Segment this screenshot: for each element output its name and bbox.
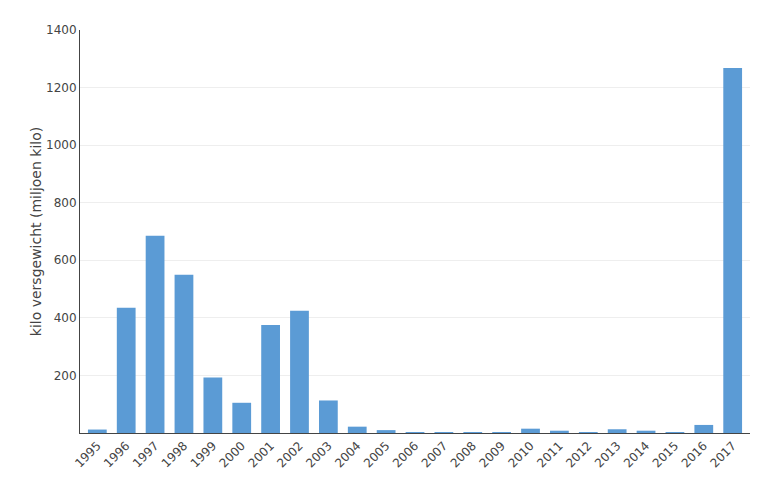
svg-text:400: 400: [54, 311, 77, 325]
svg-text:1996: 1996: [101, 439, 132, 470]
svg-text:1999: 1999: [188, 439, 219, 470]
svg-text:2012: 2012: [563, 439, 594, 470]
svg-text:1400: 1400: [46, 23, 77, 37]
svg-text:1000: 1000: [46, 138, 77, 152]
svg-text:600: 600: [54, 253, 77, 267]
svg-text:2011: 2011: [534, 439, 565, 470]
svg-text:200: 200: [54, 369, 77, 383]
svg-text:1995: 1995: [72, 439, 103, 470]
svg-text:1200: 1200: [46, 81, 77, 95]
svg-text:2003: 2003: [303, 439, 334, 470]
svg-text:2016: 2016: [679, 439, 710, 470]
svg-text:kilo versgewicht (miljoen kilo: kilo versgewicht (miljoen kilo): [28, 127, 44, 336]
svg-text:2001: 2001: [245, 439, 276, 470]
svg-text:2008: 2008: [448, 439, 479, 470]
svg-text:800: 800: [54, 196, 77, 210]
svg-text:1998: 1998: [159, 439, 190, 470]
svg-text:2010: 2010: [505, 439, 536, 470]
svg-text:2009: 2009: [477, 439, 508, 470]
svg-text:2014: 2014: [621, 439, 652, 470]
svg-text:2017: 2017: [708, 439, 739, 470]
svg-text:1997: 1997: [130, 439, 161, 470]
svg-text:2000: 2000: [217, 439, 248, 470]
svg-text:2007: 2007: [419, 439, 450, 470]
svg-text:2006: 2006: [390, 439, 421, 470]
svg-text:2013: 2013: [592, 439, 623, 470]
svg-text:2015: 2015: [650, 439, 681, 470]
svg-text:2002: 2002: [274, 439, 305, 470]
svg-text:2005: 2005: [361, 439, 392, 470]
svg-text:2004: 2004: [332, 439, 363, 470]
